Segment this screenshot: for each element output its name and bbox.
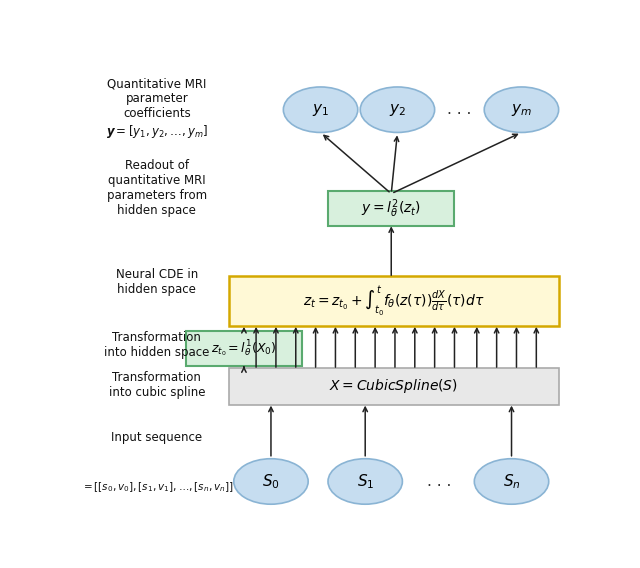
Text: . . .: . . .: [428, 474, 452, 489]
FancyBboxPatch shape: [229, 367, 559, 405]
Ellipse shape: [234, 459, 308, 504]
Text: $\boldsymbol{y} = [y_1, y_2, \ldots, y_m]$: $\boldsymbol{y} = [y_1, y_2, \ldots, y_m…: [106, 123, 208, 140]
Ellipse shape: [360, 87, 435, 132]
Text: Input sequence: Input sequence: [111, 431, 202, 444]
FancyBboxPatch shape: [328, 191, 454, 225]
Text: $z_t = z_{t_0} + \int_{t_0}^{t} f_\theta(z(\tau)) \frac{dX}{d\tau}(\tau) d\tau$: $z_t = z_{t_0} + \int_{t_0}^{t} f_\theta…: [303, 284, 484, 318]
Text: Neural CDE in
hidden space: Neural CDE in hidden space: [116, 269, 198, 296]
Text: $y_1$: $y_1$: [312, 102, 329, 118]
Text: $S_1$: $S_1$: [356, 472, 374, 491]
Text: $X = CubicSpline(S)$: $X = CubicSpline(S)$: [329, 377, 458, 395]
Text: $S_n$: $S_n$: [502, 472, 520, 491]
Ellipse shape: [328, 459, 403, 504]
Ellipse shape: [484, 87, 559, 132]
Text: $S_0$: $S_0$: [262, 472, 280, 491]
Text: $z_{t_0} = l_\theta^1(X_0)$: $z_{t_0} = l_\theta^1(X_0)$: [211, 339, 276, 358]
FancyBboxPatch shape: [229, 276, 559, 326]
Text: Transformation
into cubic spline: Transformation into cubic spline: [109, 371, 205, 399]
Text: Transformation
into hidden space: Transformation into hidden space: [104, 331, 209, 358]
Ellipse shape: [284, 87, 358, 132]
Text: . . .: . . .: [447, 102, 472, 117]
Text: $= [[s_0, v_0], [s_1, v_1], \ldots, [s_n, v_n]]$: $= [[s_0, v_0], [s_1, v_1], \ldots, [s_n…: [81, 481, 234, 494]
Text: $y_2$: $y_2$: [389, 102, 406, 118]
Text: Readout of
quantitative MRI
parameters from
hidden space: Readout of quantitative MRI parameters f…: [107, 160, 207, 218]
Ellipse shape: [474, 459, 548, 504]
FancyBboxPatch shape: [186, 332, 302, 366]
Text: Quantitative MRI
parameter
coefficients: Quantitative MRI parameter coefficients: [107, 77, 207, 120]
Text: $y_m$: $y_m$: [511, 102, 532, 118]
Text: $y = l_\theta^2(z_t)$: $y = l_\theta^2(z_t)$: [361, 197, 421, 220]
